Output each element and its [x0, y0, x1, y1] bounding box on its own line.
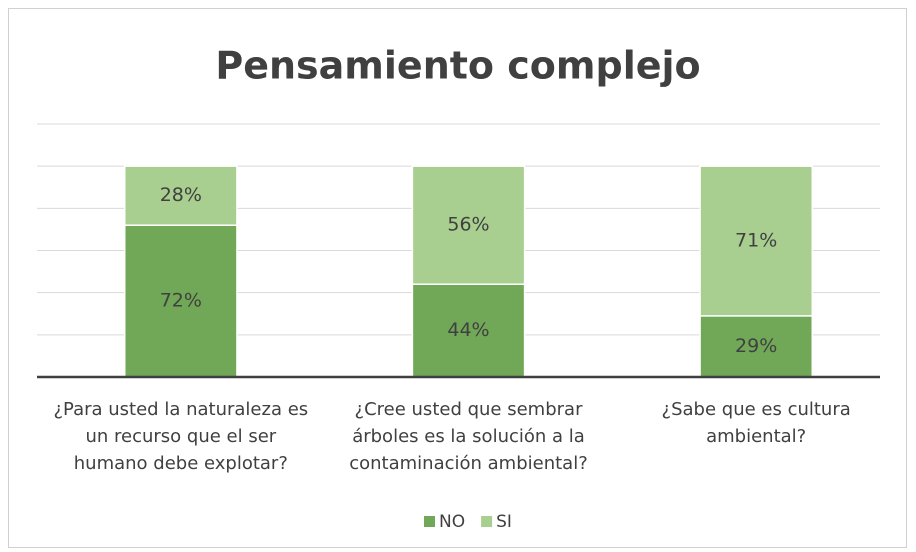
legend-label: SI	[496, 512, 512, 532]
x-tick-label: ¿Para usted la naturaleza es un recurso …	[53, 399, 309, 474]
chart-title: Pensamiento complejo	[215, 44, 700, 88]
legend-swatch	[481, 516, 493, 527]
legend-label: NO	[439, 512, 465, 532]
bar-segment	[699, 165, 814, 317]
data-label: 71%	[735, 230, 777, 252]
x-tick-label: ¿Sabe que es cultura ambiental?	[661, 399, 851, 447]
data-label: 44%	[447, 319, 489, 341]
data-label: 28%	[160, 184, 202, 206]
bar-segment	[123, 165, 238, 226]
bar-segment	[411, 283, 526, 378]
legend-swatch	[424, 516, 435, 527]
x-tick-label: ¿Cree usted que sembrar árboles es la so…	[349, 399, 588, 474]
data-label: 29%	[735, 335, 777, 357]
data-label: 72%	[160, 290, 202, 312]
bar-segment	[411, 165, 526, 285]
data-label: 56%	[447, 214, 489, 236]
bar-segment	[699, 315, 814, 378]
